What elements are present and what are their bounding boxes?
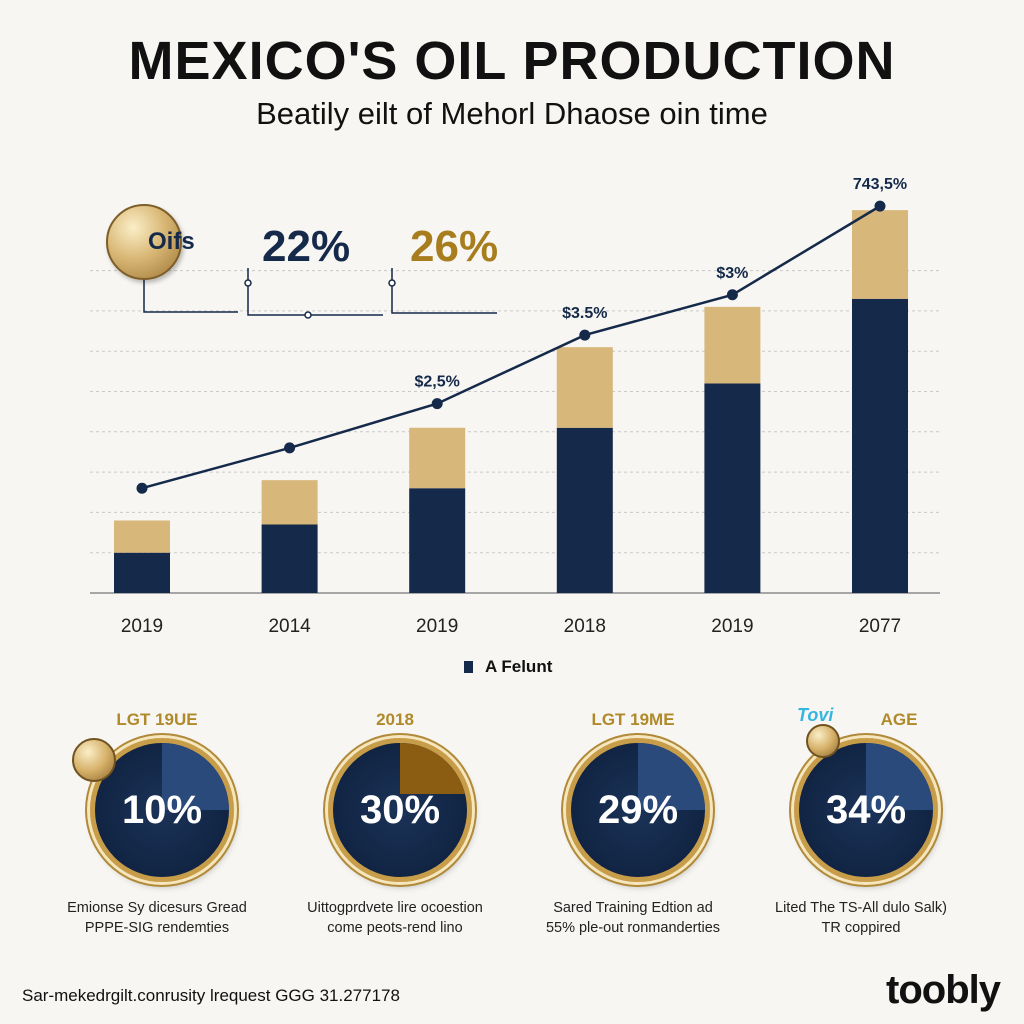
trend-line: [141, 205, 881, 490]
trend-point-0: [136, 482, 148, 494]
trend-point-5: [874, 200, 886, 212]
stat-sector: [638, 743, 705, 810]
bar-base-4: [704, 383, 761, 593]
x-tick-label: 2019: [711, 616, 753, 637]
coin-icon: [72, 738, 116, 782]
stat-description: Lited The TS-All dulo Salk) TR coppired: [736, 898, 986, 938]
bar-base-1: [261, 524, 318, 593]
stat-desc-line: Lited The TS-All dulo Salk): [775, 900, 947, 916]
stat-value: 10%: [121, 787, 203, 832]
stat-accent-label: Tovi: [797, 705, 834, 725]
oil-drop-icon: [106, 204, 182, 280]
stat-ring: 34%: [794, 738, 938, 882]
callout-value-2: 26%: [410, 222, 499, 271]
x-tick-label: 2077: [859, 616, 901, 637]
bar-top-4: [704, 306, 761, 384]
data-label: $3.5%: [562, 305, 607, 322]
callout-dot-3: [388, 279, 396, 287]
bar-top-1: [261, 480, 318, 525]
stat-card-2: 2018 30% Uittogprdvete lire ocoestion co…: [280, 702, 510, 942]
stat-header: LGT 19UE: [116, 710, 198, 729]
stat-header: LGT 19ME: [591, 710, 675, 729]
stat-description: Uittogprdvete lire ocoestion come peots-…: [270, 898, 520, 938]
trend-point-4: [726, 289, 738, 301]
stat-desc-line: 55% ple-out ronmanderties: [545, 920, 721, 936]
x-tick-label: 2014: [268, 616, 311, 637]
bar-top-5: [852, 210, 908, 299]
bar-base-5: [852, 298, 908, 593]
chart-legend: A Felunt: [464, 657, 552, 677]
callout-orb-label: Oifs: [148, 228, 195, 255]
data-label: $2,5%: [415, 374, 460, 391]
bar-top-2: [409, 427, 466, 489]
callout-line-1: [143, 268, 238, 313]
stat-card-3: LGT 19ME 29% Sared Training Edtion ad 55…: [518, 702, 748, 942]
stat-desc-line: PPPE-SIG rendemties: [84, 920, 230, 936]
bar-base-3: [556, 427, 613, 593]
x-tick-label: 2018: [564, 616, 606, 637]
trend-point-1: [284, 442, 296, 454]
stat-description: Emionse Sy dicesurs Gread PPPE-SIG rende…: [32, 898, 282, 938]
callout-line-2: [247, 268, 383, 316]
brand-logo: toobly: [886, 968, 1001, 1012]
stat-ring: 29%: [566, 738, 710, 882]
callout-value-1: 22%: [262, 222, 351, 271]
coin-icon: [806, 724, 840, 758]
stat-value: 30%: [359, 787, 441, 832]
x-tick-label: 2019: [121, 616, 163, 637]
legend-swatch: [464, 661, 473, 673]
data-label: $3%: [716, 265, 748, 282]
stat-card-4: AGE 34% Lited The TS-All dulo Salk) TR c…: [746, 702, 976, 942]
bar-base-2: [409, 488, 466, 593]
stat-ring: 30%: [328, 738, 472, 882]
stat-sector: [866, 743, 933, 810]
trend-point-2: [431, 398, 443, 410]
stat-desc-line: come peots-rend lino: [327, 920, 463, 936]
bar-base-0: [114, 552, 170, 593]
stat-header: 2018: [376, 710, 414, 729]
stat-desc-line: Uittogprdvete lire ocoestion: [307, 900, 483, 916]
x-tick-label: 2019: [416, 616, 458, 637]
stat-sector: [162, 743, 229, 810]
callout-dot-1: [244, 279, 252, 287]
callout-line-3: [391, 268, 497, 314]
stat-value: 34%: [825, 787, 907, 832]
legend-label: A Felunt: [485, 657, 553, 676]
data-label: 743,5%: [853, 176, 907, 193]
stat-description: Sared Training Edtion ad 55% ple-out ron…: [508, 898, 758, 938]
callout-dot-2: [304, 311, 312, 319]
footer-note: Sar-mekedrgilt.conrusity lrequest GGG 31…: [22, 986, 400, 1005]
stat-value: 29%: [597, 787, 679, 832]
stat-card-1: LGT 19UE 10% Emionse Sy dicesurs Gread P…: [42, 702, 272, 942]
stat-desc-line: Sared Training Edtion ad: [553, 900, 713, 916]
stat-sector: [400, 743, 467, 794]
chart-title: MEXICO'S OIL PRODUCTION: [128, 31, 896, 91]
bar-top-0: [114, 520, 170, 553]
stat-header: AGE: [880, 710, 918, 729]
bar-top-3: [556, 347, 613, 428]
trend-point-3: [579, 329, 591, 341]
stat-desc-line: Emionse Sy dicesurs Gread: [67, 900, 247, 916]
stat-desc-line: TR coppired: [821, 920, 901, 936]
chart-subtitle: Beatily eilt of Mehorl Dhaose oin time: [256, 96, 768, 131]
